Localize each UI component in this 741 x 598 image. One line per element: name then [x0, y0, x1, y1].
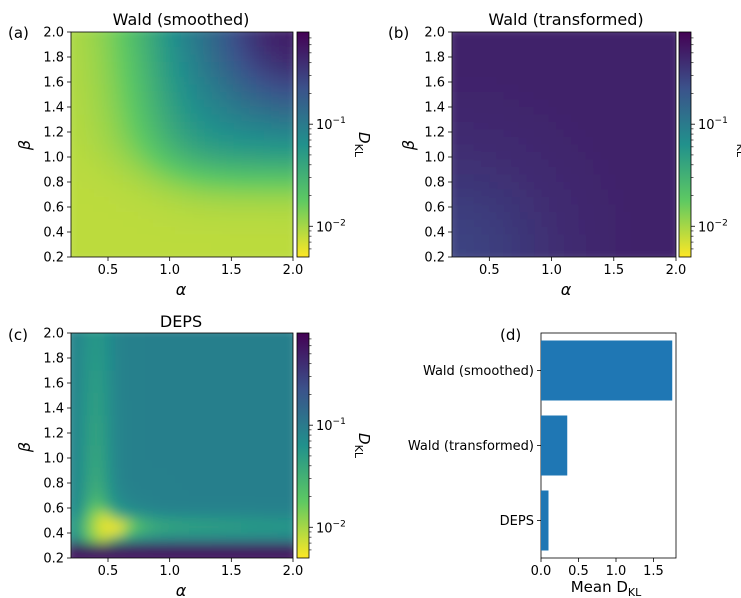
x-tick-label: 0.5 — [98, 564, 119, 579]
category-label: Wald (transformed) — [408, 439, 534, 454]
x-tick-label: 2.0 — [283, 564, 304, 579]
panel-c-colorbar: 10−1 10−2 DKL — [296, 332, 373, 559]
y-tick-label: 1.8 — [424, 51, 445, 66]
y-tick-label: 1.2 — [424, 126, 445, 141]
panel-b-letter: (b) — [388, 24, 409, 42]
y-tick-label: 1.6 — [43, 377, 64, 392]
x-tick-label: 2.0 — [283, 263, 304, 278]
heatmap-cells — [452, 32, 676, 257]
panel-d-letter: (d) — [500, 326, 521, 344]
x-tick-label: 1.5 — [221, 263, 242, 278]
y-tick-label: 1.0 — [424, 151, 445, 166]
heatmap-cells — [71, 333, 293, 558]
y-tick-label: 0.2 — [43, 251, 64, 266]
panel-a-letter: (a) — [8, 24, 29, 42]
y-tick-label: 2.0 — [43, 327, 64, 342]
y-tick-label: 1.6 — [424, 76, 445, 91]
x-tick-label: 1.5 — [221, 564, 242, 579]
plot-frame — [70, 332, 294, 559]
x-tick-label: 1.0 — [606, 564, 627, 579]
category-label: DEPS — [500, 514, 534, 529]
panel-c-y-axis-label: β — [15, 442, 34, 453]
x-tick-label: 1.0 — [159, 263, 180, 278]
y-tick-label: 1.0 — [43, 151, 64, 166]
colorbar-label: DKL — [734, 132, 741, 158]
y-tick-label: 0.6 — [424, 201, 445, 216]
colorbar-label: DKL — [352, 433, 373, 459]
panel-a-title: Wald (smoothed) — [113, 10, 250, 29]
panel-a-heatmap: 0.5 1.0 1.5 2.0 0.2 0.4 0.6 0.8 1.0 1.2 1.4 1.6 1.8 2… — [43, 26, 304, 279]
y-tick-label: 1.2 — [43, 126, 64, 141]
colorbar-tick-label: 10−2 — [316, 218, 346, 235]
y-tick-label: 2.0 — [43, 26, 64, 41]
colorbar-tick-label: 10−1 — [316, 116, 346, 133]
x-tick-label: 1.0 — [541, 263, 562, 278]
y-tick-label: 1.4 — [43, 402, 64, 417]
panel-c-heatmap: 0.5 1.0 1.5 2.0 0.2 0.4 0.6 0.8 1.0 1.2 1.4 1.6 1.8 2… — [43, 327, 304, 580]
panel-a: (a) Wald (smoothed) 0.5 1.0 1.5 2.00.20.40.… — [8, 10, 373, 299]
colorbar-tick-label: 10−2 — [698, 218, 728, 235]
colorbar-tick-label: 10−2 — [316, 519, 346, 536]
y-tick-label: 1.0 — [43, 452, 64, 467]
y-tick-label: 1.4 — [424, 101, 445, 116]
bar — [541, 490, 549, 551]
panel-a-colorbar: 10−1 10−2 DKL — [296, 31, 373, 258]
category-label: Wald (smoothed) — [423, 364, 534, 379]
y-tick-label: 0.6 — [43, 502, 64, 517]
y-tick-label: 0.4 — [43, 226, 64, 241]
colorbar-gradient — [678, 31, 692, 258]
panel-b: (b) Wald (transformed) 0.5 1.0 1.5 2.00.20.… — [388, 10, 741, 299]
y-tick-label: 0.4 — [424, 226, 445, 241]
y-tick-label: 1.8 — [43, 51, 64, 66]
heatmap-cells — [71, 32, 293, 257]
x-tick-label: 1.0 — [159, 564, 180, 579]
panel-c-letter: (c) — [8, 326, 28, 344]
panel-b-colorbar: 10−1 10−2 DKL — [678, 31, 741, 258]
y-tick-label: 0.8 — [424, 176, 445, 191]
colorbar-gradient — [296, 332, 310, 559]
colorbar-tick-label: 10−1 — [316, 417, 346, 434]
colorbar-label: DKL — [352, 132, 373, 158]
y-tick-label: 1.2 — [43, 427, 64, 442]
colorbar-gradient — [296, 31, 310, 258]
panel-c-x-axis-label: α — [176, 581, 187, 598]
x-tick-label: 0.5 — [568, 564, 589, 579]
panel-d-bar-chart: Wald (smoothed) Wald (transformed) DEPS 0.0… — [408, 332, 677, 579]
y-tick-label: 0.2 — [424, 251, 445, 266]
x-tick-label: 1.5 — [603, 263, 624, 278]
bar — [541, 340, 673, 401]
panel-b-title: Wald (transformed) — [488, 10, 643, 29]
panel-b-heatmap: 0.5 1.0 1.5 2.0 0.2 0.4 0.6 0.8 1.0 1.2 1.4 1.6 1.8 2… — [424, 26, 687, 279]
y-tick-label: 0.8 — [43, 176, 64, 191]
panel-b-y-axis-label: β — [399, 140, 418, 151]
y-tick-label: 1.8 — [43, 352, 64, 367]
y-tick-label: 2.0 — [424, 26, 445, 41]
x-tick-label: 0.0 — [531, 564, 552, 579]
x-tick-label: 0.5 — [98, 263, 119, 278]
y-tick-label: 1.6 — [43, 76, 64, 91]
panel-d: (d) Wald (smoothed) Wald (transformed) DEP… — [408, 326, 677, 598]
panel-a-x-axis-label: α — [176, 280, 187, 299]
colorbar-tick-label: 10−1 — [698, 116, 728, 133]
x-tick-label: 0.5 — [479, 263, 500, 278]
plot-frame — [70, 31, 294, 258]
y-tick-label: 0.6 — [43, 201, 64, 216]
bar — [541, 415, 568, 476]
plot-frame — [451, 31, 677, 258]
panel-a-y-axis-label: β — [15, 140, 34, 151]
x-tick-label: 2.0 — [666, 263, 687, 278]
x-tick-label: 1.5 — [643, 564, 664, 579]
y-tick-label: 0.4 — [43, 527, 64, 542]
y-tick-label: 0.8 — [43, 477, 64, 492]
panel-d-x-axis-label: Mean DKL — [571, 578, 642, 598]
panel-c: (c) DEPS 0.5 1.0 1.5 2.0 0.2 0.4 0.6 0.8 1.0 1.2 1… — [8, 312, 373, 598]
panel-b-x-axis-label: α — [561, 280, 572, 299]
panel-c-title: DEPS — [160, 312, 202, 331]
y-tick-label: 1.4 — [43, 101, 64, 116]
y-tick-label: 0.2 — [43, 552, 64, 567]
svg-text:α: α — [176, 280, 187, 299]
